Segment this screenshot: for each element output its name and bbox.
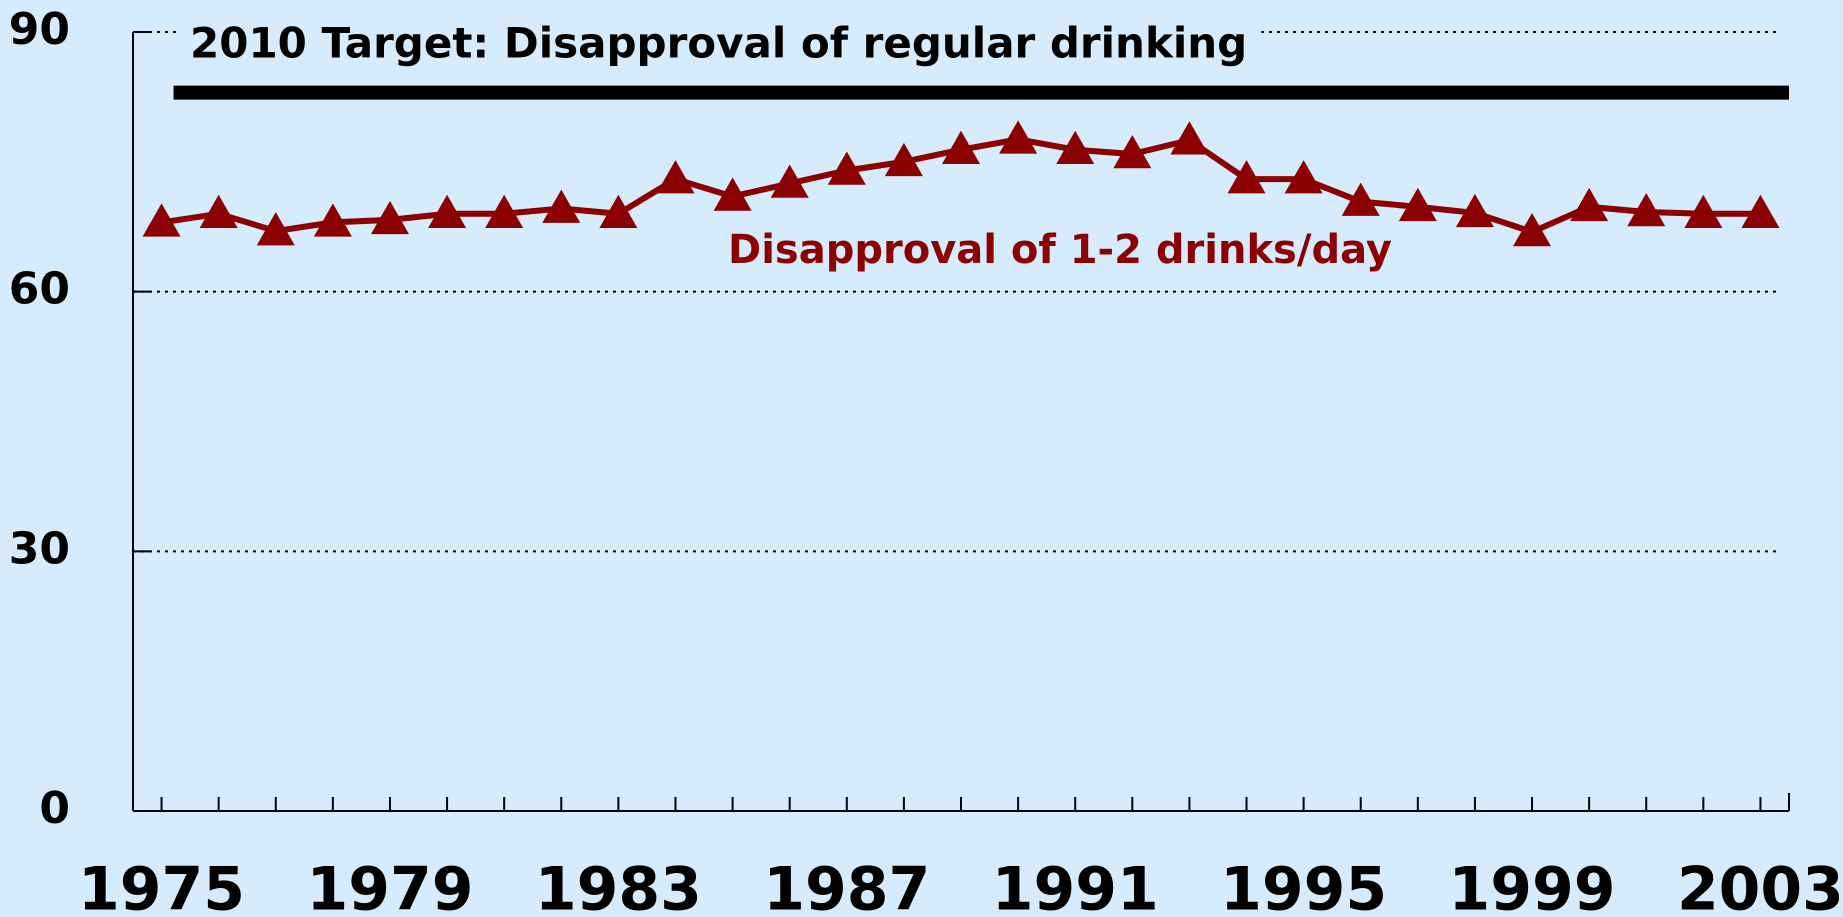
triangle-marker: [827, 151, 866, 185]
y-tick-label: 30: [9, 523, 70, 574]
triangle-marker: [1170, 121, 1209, 155]
x-tick-label: 1983: [535, 855, 702, 917]
triangle-marker: [1684, 194, 1723, 229]
triangle-marker: [542, 189, 581, 223]
y-tick-label: 60: [9, 264, 70, 315]
triangle-marker: [1570, 187, 1609, 222]
triangle-marker: [1513, 212, 1552, 247]
triangle-marker: [370, 200, 409, 235]
triangle-marker: [1455, 193, 1494, 228]
triangle-marker: [1741, 194, 1780, 229]
x-tick-label: 2003: [1677, 855, 1843, 917]
triangle-marker: [656, 160, 695, 194]
triangle-marker: [1627, 193, 1666, 227]
x-tick-label: 1999: [1449, 855, 1616, 917]
triangle-marker: [1341, 182, 1380, 216]
triangle-marker: [999, 120, 1038, 154]
series-label: Disapproval of 1-2 drinks/day: [728, 227, 1392, 273]
triangle-marker: [770, 164, 809, 198]
triangle-marker: [1113, 135, 1152, 169]
triangle-marker: [884, 142, 923, 177]
triangle-marker: [485, 194, 524, 229]
y-tick-label: 0: [39, 783, 70, 834]
triangle-marker: [942, 130, 980, 164]
triangle-marker: [199, 194, 238, 229]
x-tick-label: 1987: [763, 855, 930, 917]
triangle-marker: [428, 194, 467, 229]
triangle-marker: [142, 203, 181, 237]
x-tick-label: 1975: [78, 855, 245, 917]
x-tick-label: 1991: [992, 855, 1159, 917]
triangle-marker: [599, 194, 638, 229]
triangle-marker: [256, 212, 295, 246]
triangle-marker: [713, 177, 752, 211]
triangle-marker: [1398, 187, 1437, 222]
triangle-marker: [1284, 160, 1323, 194]
label-background: [176, 18, 1262, 68]
x-tick-label: 1995: [1220, 855, 1387, 917]
triangle-marker: [1227, 160, 1266, 194]
target-label: 2010 Target: Disapproval of regular drin…: [190, 19, 1247, 68]
x-tick-label: 1979: [306, 855, 473, 917]
triangle-marker: [1056, 130, 1095, 164]
triangle-marker: [313, 203, 352, 237]
y-tick-label: 90: [9, 4, 70, 55]
